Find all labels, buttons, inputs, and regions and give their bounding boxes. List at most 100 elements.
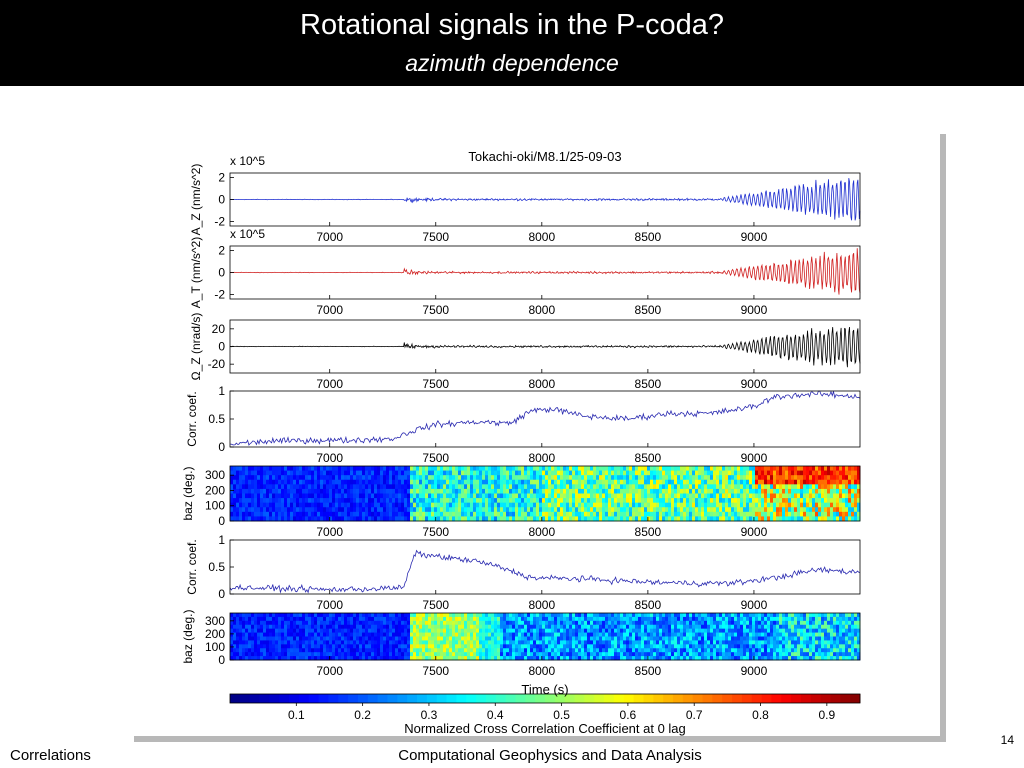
heatmap-cell [518,488,522,494]
heatmap-cell [335,632,339,637]
heatmap-cell [599,479,603,485]
heatmap-cell [716,470,720,476]
heatmap-cell [419,507,423,513]
heatmap-cell [596,484,600,490]
heatmap-cell [305,516,309,522]
heatmap-cell [263,488,267,494]
heatmap-cell [608,484,612,490]
heatmap-cell [392,516,396,522]
heatmap-cell [572,648,576,653]
heatmap-cell [407,624,411,630]
heatmap-cell [566,479,570,485]
heatmap-cell [809,507,813,513]
heatmap-cell [353,652,357,657]
heatmap-cell [374,493,378,499]
heatmap-cell [305,488,309,494]
heatmap-cell [278,652,282,657]
heatmap-cell [230,640,234,645]
heatmap-cell [614,620,618,626]
heatmap-cell [257,488,261,494]
heatmap-cell [449,507,453,513]
heatmap-cell [230,470,234,476]
heatmap-cell [419,475,423,481]
heatmap-cell [683,616,687,622]
heatmap-cell [329,628,333,633]
heatmap-cell [389,511,393,517]
heatmap-cell [593,652,597,657]
heatmap-cell [656,628,660,633]
heatmap-cell [287,616,291,622]
heatmap-cell [680,493,684,499]
heatmap-cell [461,613,465,618]
heatmap-cell [278,502,282,508]
heatmap-cell [701,493,705,499]
heatmap-cell [287,507,291,513]
heatmap-cell [710,656,714,661]
heatmap-cell [416,640,420,645]
heatmap-cell [272,502,276,508]
heatmap-cell [380,636,384,641]
heatmap-cell [581,507,585,513]
heatmap-cell [341,516,345,522]
heatmap-cell [791,644,795,649]
heatmap-cell [353,620,357,626]
heatmap-cell [617,616,621,622]
heatmap-cell [626,498,630,504]
heatmap-cell [398,516,402,522]
heatmap-cell [749,475,753,481]
heatmap-cell [728,616,732,622]
heatmap-cell [500,493,504,499]
heatmap-cell [407,644,411,649]
heatmap-cell [551,644,555,649]
heatmap-cell [617,484,621,490]
heatmap-cell [722,632,726,637]
heatmap-cell [599,632,603,637]
heatmap-cell [671,624,675,630]
heatmap-cell [491,470,495,476]
heatmap-cell [287,628,291,633]
heatmap-cell [776,484,780,490]
heatmap-cell [248,652,252,657]
heatmap-cell [569,511,573,517]
heatmap-cell [800,613,804,618]
heatmap-cell [554,498,558,504]
heatmap-cell [713,656,717,661]
heatmap-cell [482,656,486,661]
heatmap-cell [680,640,684,645]
heatmap-cell [764,502,768,508]
heatmap-cell [491,516,495,522]
heatmap-cell [797,613,801,618]
heatmap-cell [344,628,348,633]
heatmap-cell [458,493,462,499]
heatmap-cell [674,511,678,517]
heatmap-cell [272,475,276,481]
heatmap-cell [485,470,489,476]
heatmap-cell [659,636,663,641]
heatmap-cell [350,484,354,490]
heatmap-cell [575,628,579,633]
panel-background [230,540,860,594]
heatmap-cell [761,502,765,508]
heatmap-cell [242,507,246,513]
heatmap-cell [320,624,324,630]
heatmap-cell [551,616,555,622]
heatmap-cell [755,484,759,490]
heatmap-cell [590,488,594,494]
heatmap-cell [371,484,375,490]
heatmap-cell [500,628,504,633]
heatmap-cell [635,511,639,517]
heatmap-cell [407,640,411,645]
heatmap-cell [659,652,663,657]
heatmap-cell [278,636,282,641]
heatmap-cell [641,620,645,626]
heatmap-cell [707,507,711,513]
heatmap-cell [374,644,378,649]
heatmap-cell [620,484,624,490]
heatmap-cell [269,475,273,481]
heatmap-cell [476,507,480,513]
heatmap-cell [410,632,414,637]
heatmap-cell [437,648,441,653]
heatmap-cell [578,493,582,499]
heatmap-cell [425,484,429,490]
heatmap-cell [347,656,351,661]
